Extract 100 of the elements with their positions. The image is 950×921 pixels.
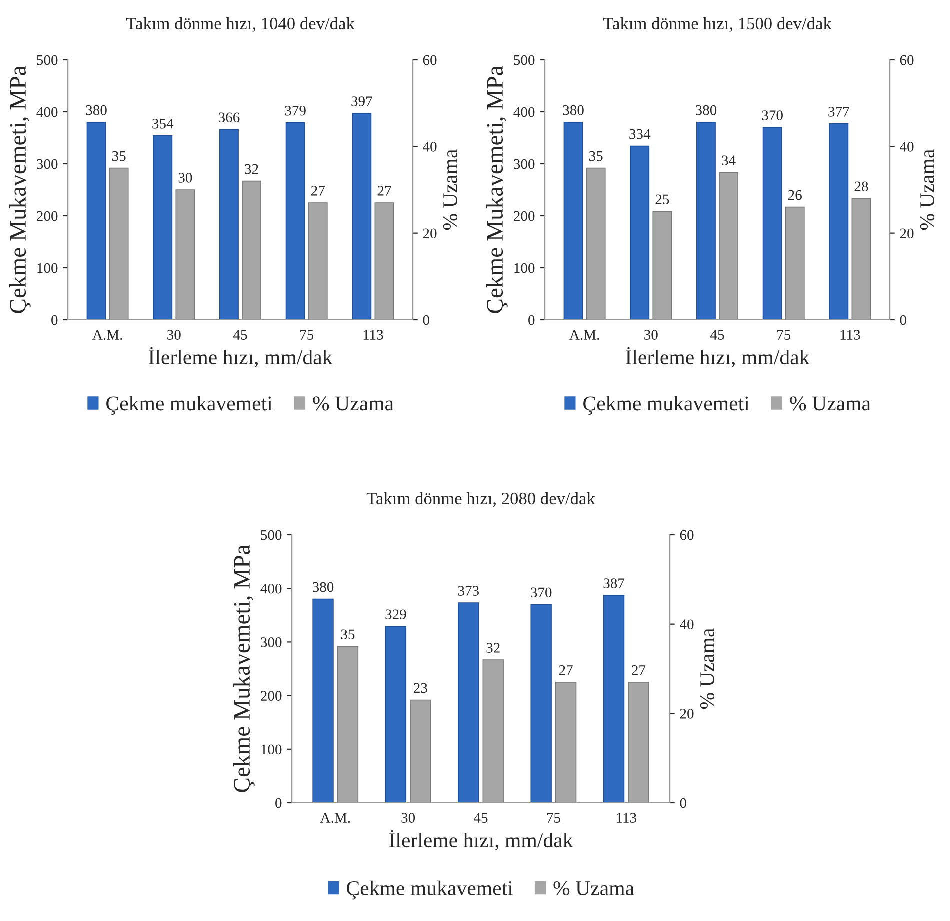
data-label: 35 [112,151,126,162]
data-label: 370 [531,588,552,598]
data-label: 366 [218,112,240,123]
bar [586,168,606,320]
y2-tick-label: 20 [900,228,914,239]
bar [109,168,129,320]
data-label: 35 [341,630,355,640]
y-tick-label: 300 [37,159,58,170]
chart-title: Takım dönme hızı, 2080 dev/dak [366,492,596,508]
bar [86,122,106,320]
bar [286,122,306,320]
x-axis-title: İlerleme hızı, mm/dak [148,347,333,368]
data-label: 397 [352,96,372,106]
x-tick-label: A.M. [570,330,600,340]
y-tick-label: 400 [514,107,535,118]
x-tick-label: 30 [168,330,181,340]
x-tick-label: 113 [364,330,384,340]
y-tick-label: 400 [36,107,58,118]
data-label: 27 [311,186,325,196]
data-label: 30 [178,173,192,183]
legend-label: % Uzama [313,396,394,411]
bar [785,206,805,320]
data-label: 370 [762,110,783,120]
bar [308,202,328,320]
bar [564,122,584,320]
data-label: 32 [486,643,500,653]
y-tick-label: 500 [261,530,282,540]
x-tick-label: 30 [644,330,658,340]
data-label: 27 [378,186,392,196]
y2-tick-label: 40 [680,620,694,630]
x-tick-label: A.M. [92,330,122,340]
bar [696,122,716,320]
y2-tick-label: 20 [680,709,694,719]
bar [410,700,432,803]
y2-tick-label: 40 [423,142,437,152]
y-tick-label: 500 [37,55,58,66]
data-label: 329 [386,610,406,620]
data-label: 379 [285,106,306,116]
bar [153,136,173,320]
y-tick-label: 0 [52,315,58,326]
x-tick-label: 45 [474,813,488,823]
y-tick-label: 0 [276,798,282,808]
chart-title: Takım dönme hızı, 1500 dev/dak [603,17,832,32]
data-label: 27 [559,665,573,676]
x-axis-title: İlerleme hızı, mm/dak [389,830,574,851]
y-tick-label: 100 [38,263,58,274]
data-label: 380 [86,105,107,116]
y2-tick-label: 0 [423,315,430,326]
legend-label: Çekme mukavemeti [347,880,514,900]
data-label: 380 [696,105,717,116]
data-label: 27 [632,665,646,676]
y2-axis-title: % Uzama [443,150,458,230]
y2-axis-title: % Uzama [920,150,935,230]
x-tick-label: 45 [233,330,248,340]
legend-label: % Uzama [790,396,871,411]
data-label: 380 [313,582,334,592]
y2-tick-label: 40 [900,142,914,152]
x-tick-label: 113 [840,330,860,340]
bar [374,202,394,320]
x-tick-label: A.M. [320,813,350,824]
y2-tick-label: 20 [423,228,437,239]
bar [385,626,407,803]
bar [482,660,504,803]
bar [652,211,672,320]
y-tick-label: 300 [514,159,535,170]
x-tick-label: 45 [710,330,724,340]
bar [530,604,552,803]
legend-label: % Uzama [554,881,634,896]
y-axis-title: Çekme Mukavemeti, MPa [486,66,508,314]
y-tick-label: 400 [260,584,282,594]
bar [762,127,782,320]
bar [242,180,262,320]
y-tick-label: 100 [262,744,282,755]
y2-tick-label: 0 [680,798,686,808]
y-tick-label: 500 [514,55,535,66]
data-label: 26 [788,190,802,200]
y-tick-label: 200 [514,211,535,222]
y-tick-label: 100 [514,263,535,274]
y-axis-title: Çekme Mukavemeti, MPa [233,545,255,792]
y2-tick-label: 0 [900,315,906,326]
data-label: 377 [828,107,850,117]
data-label: 25 [656,194,670,205]
data-label: 373 [458,586,480,596]
chart-title: Takım dönme hızı, 1040 dev/dak [126,17,355,32]
data-label: 35 [589,151,603,162]
bar [719,172,738,320]
y-tick-label: 300 [261,638,282,648]
x-tick-label: 75 [547,813,560,823]
y-axis-title: Çekme Mukavemeti, MPa [9,66,31,314]
y-tick-label: 200 [261,691,282,702]
y2-tick-label: 60 [423,55,437,66]
legend-label: Çekme mukavemeti [106,396,273,415]
y2-tick-label: 60 [900,55,914,66]
data-label: 334 [630,129,651,140]
bar [628,682,650,803]
legend-label: Çekme mukavemeti [584,396,750,415]
data-label: 23 [414,683,428,694]
data-label: 354 [152,118,174,129]
bar [176,190,196,320]
data-label: 387 [604,578,625,588]
